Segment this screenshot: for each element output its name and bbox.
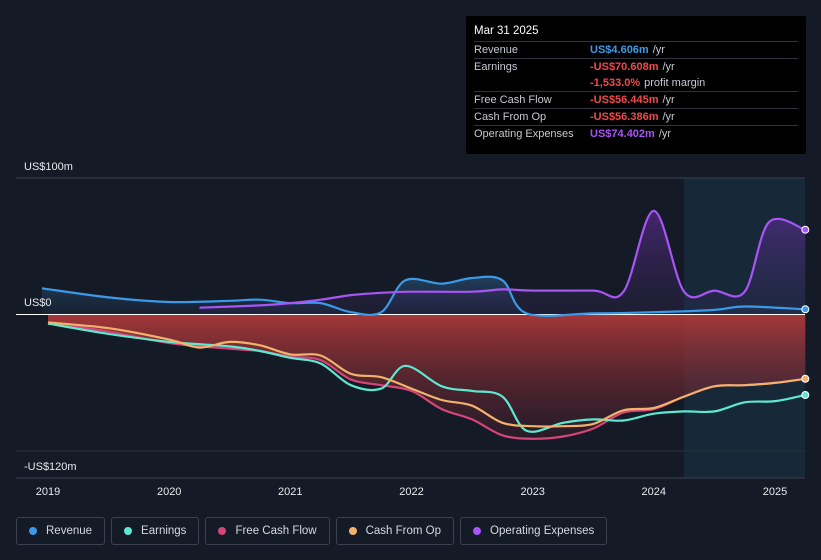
legend-item-free-cash-flow[interactable]: Free Cash Flow [205, 517, 330, 545]
tooltip-unit: /yr [662, 94, 675, 106]
tooltip-row-revenue: Revenue US$4.606m /yr [474, 41, 798, 58]
endpoint-cash-from-op[interactable] [801, 374, 810, 383]
legend-label: Cash From Op [365, 525, 442, 537]
endpoint-revenue[interactable] [801, 305, 810, 314]
tooltip-value: -US$56.445m [590, 94, 659, 106]
tooltip-label [474, 75, 590, 91]
legend-label: Free Cash Flow [235, 525, 317, 537]
tooltip-row-free-cash-flow: Free Cash Flow -US$56.445m /yr [474, 91, 798, 108]
line-cash-from-op[interactable] [47, 321, 806, 428]
legend-label: Earnings [141, 525, 187, 537]
y-tick-label: US$100m [24, 161, 73, 173]
series-lines [41, 209, 806, 440]
tooltip-label: Earnings [474, 61, 518, 73]
tooltip-unit: /yr [658, 128, 672, 140]
legend: Revenue Earnings Free Cash Flow Cash Fro… [16, 517, 608, 545]
tooltip-label: Revenue [474, 44, 519, 56]
area-operating-expenses [199, 210, 806, 315]
legend-item-revenue[interactable]: Revenue [16, 517, 106, 545]
tooltip-row-earnings: Earnings -US$70.608m /yr [474, 58, 798, 75]
tooltip-label: Operating Expenses [474, 128, 574, 140]
tooltip-value: US$74.402m [590, 128, 655, 140]
tooltip-unit: profit margin [644, 77, 706, 89]
endpoint-operating-expenses[interactable] [801, 225, 810, 234]
tooltip-row-operating-expenses: Operating Expenses US$74.402m /yr [474, 125, 798, 142]
x-tick-label: 2020 [157, 486, 181, 498]
tooltip-value: -US$70.608m [590, 61, 659, 73]
x-tick-label: 2021 [278, 486, 302, 498]
legend-item-operating-expenses[interactable]: Operating Expenses [460, 517, 608, 545]
tooltip-label: Free Cash Flow [474, 94, 552, 106]
tooltip-row-profit-margin: -1,533.0% profit margin [474, 75, 798, 91]
legend-dot-icon [124, 527, 133, 535]
x-tick-label: 2023 [520, 486, 544, 498]
series-endpoints [801, 225, 810, 399]
line-revenue[interactable] [41, 275, 806, 317]
legend-dot-icon [348, 527, 357, 535]
tooltip-unit: /yr [662, 111, 675, 123]
legend-dot-icon [29, 527, 37, 535]
tooltip-date: Mar 31 2025 [474, 25, 539, 37]
tooltip-label: Cash From Op [474, 111, 547, 123]
x-tick-label: 2025 [763, 486, 787, 498]
tooltip-panel: Mar 31 2025 Revenue US$4.606m /yr Earnin… [466, 16, 806, 154]
x-tick-label: 2024 [642, 486, 666, 498]
y-tick-label: -US$120m [24, 461, 77, 473]
legend-dot-icon [473, 527, 482, 535]
tooltip-unit: /yr [652, 44, 665, 56]
legend-item-earnings[interactable]: Earnings [111, 517, 200, 545]
y-tick-label: US$0 [24, 297, 52, 309]
legend-dot-icon [218, 527, 227, 535]
tooltip-unit: /yr [662, 61, 675, 73]
line-earnings[interactable] [47, 322, 806, 433]
tooltip-value: -US$56.386m [590, 111, 659, 123]
tooltip-value: US$4.606m [590, 44, 649, 56]
line-operating-expenses[interactable] [199, 209, 806, 309]
endpoint-earnings[interactable] [801, 391, 810, 399]
legend-label: Revenue [46, 525, 93, 537]
x-axis-labels: 2019 2020 2021 2022 2023 2024 2025 [36, 486, 787, 498]
x-tick-label: 2022 [399, 486, 423, 498]
legend-item-cash-from-op[interactable]: Cash From Op [335, 517, 455, 545]
legend-label: Operating Expenses [490, 525, 595, 537]
x-tick-label: 2019 [36, 486, 60, 498]
y-axis-labels: US$100m US$0 -US$120m [24, 161, 77, 473]
tooltip-value: -1,533.0% [590, 77, 641, 89]
tooltip-row-cash-from-op: Cash From Op -US$56.386m /yr [474, 108, 798, 125]
